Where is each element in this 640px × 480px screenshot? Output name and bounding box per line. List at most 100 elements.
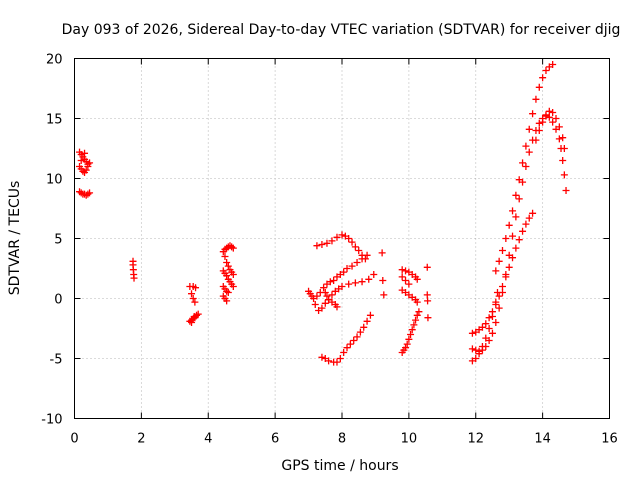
data-point <box>423 263 431 271</box>
data-point <box>310 295 318 302</box>
data-point <box>320 284 328 292</box>
data-point <box>413 275 421 283</box>
data-point <box>366 311 374 319</box>
data-point <box>224 289 232 296</box>
data-point <box>512 191 520 199</box>
data-point <box>77 189 85 197</box>
data-point <box>549 61 557 68</box>
data-point <box>560 145 568 152</box>
data-point <box>363 317 371 325</box>
data-point <box>525 125 533 133</box>
data-point <box>356 328 364 336</box>
data-point <box>525 148 533 156</box>
data-point <box>424 314 432 322</box>
data-point <box>542 67 550 74</box>
data-point <box>343 265 351 272</box>
data-point <box>348 238 356 246</box>
data-point <box>488 313 496 320</box>
data-point <box>413 311 421 319</box>
data-point <box>405 335 413 343</box>
data-point <box>505 263 513 271</box>
data-point <box>191 298 199 306</box>
series-seg-r <box>423 263 432 322</box>
data-point <box>539 118 547 126</box>
data-point <box>529 110 537 118</box>
series-seg-q <box>398 308 423 356</box>
y-tick-label: -5 <box>50 353 63 368</box>
data-point <box>338 231 346 239</box>
data-point <box>358 278 366 286</box>
data-point <box>333 358 341 366</box>
data-point <box>370 271 378 278</box>
data-point <box>562 187 570 194</box>
data-point <box>338 283 346 290</box>
data-point <box>499 247 506 254</box>
data-point <box>221 253 229 260</box>
data-point <box>333 233 341 241</box>
data-point <box>351 279 359 287</box>
data-point <box>192 284 200 292</box>
data-point <box>189 295 197 302</box>
data-point <box>398 273 406 281</box>
data-point <box>515 236 523 244</box>
series-seg-s <box>468 209 537 337</box>
data-point <box>502 235 510 242</box>
series-seg-o <box>398 266 421 288</box>
data-point <box>488 329 496 337</box>
data-point <box>86 189 94 197</box>
x-tick-label: 14 <box>534 432 551 447</box>
data-point <box>355 247 363 254</box>
data-point <box>229 271 237 278</box>
data-point <box>522 163 530 170</box>
data-point <box>468 345 476 353</box>
data-point <box>311 301 319 308</box>
data-point <box>482 320 490 328</box>
data-point <box>485 325 493 332</box>
y-tick-label: 20 <box>46 53 63 68</box>
y-tick-label: 15 <box>46 113 63 128</box>
data-point <box>318 304 326 312</box>
data-point <box>340 268 348 276</box>
data-point <box>542 111 550 119</box>
series-seg-k <box>321 289 341 311</box>
data-point <box>326 278 334 286</box>
data-point <box>478 323 486 331</box>
series-seg-f <box>219 242 237 278</box>
data-point <box>348 262 356 270</box>
y-tick-label: -10 <box>41 413 62 428</box>
data-point <box>509 232 517 240</box>
series-seg-v <box>492 61 557 275</box>
series-seg-g <box>219 267 237 305</box>
data-point <box>84 163 92 170</box>
data-point <box>358 255 366 263</box>
y-tick-label: 10 <box>46 173 63 188</box>
series-seg-h <box>313 231 369 263</box>
data-point <box>325 357 333 365</box>
data-point <box>353 333 361 341</box>
data-point <box>81 149 89 157</box>
data-point <box>379 277 387 284</box>
x-tick-label: 8 <box>338 432 346 447</box>
data-point <box>502 271 510 278</box>
data-point <box>190 313 198 320</box>
data-point <box>346 340 354 348</box>
data-point <box>495 257 503 265</box>
data-point <box>492 267 500 275</box>
data-point <box>229 283 237 290</box>
series-seg-b <box>76 188 94 199</box>
data-point <box>532 136 540 144</box>
y-tick-labels: -10 -5 0 5 10 15 20 <box>41 53 62 428</box>
data-point <box>499 283 506 290</box>
data-point <box>505 251 513 259</box>
data-point <box>559 134 567 142</box>
data-point <box>424 297 432 305</box>
data-point <box>482 334 490 342</box>
data-points <box>76 61 570 366</box>
series-seg-j <box>311 271 378 314</box>
data-point <box>223 287 231 295</box>
data-point <box>82 166 90 174</box>
data-point <box>522 220 530 228</box>
data-point <box>79 167 87 175</box>
data-point <box>512 213 520 221</box>
data-point <box>402 277 410 284</box>
